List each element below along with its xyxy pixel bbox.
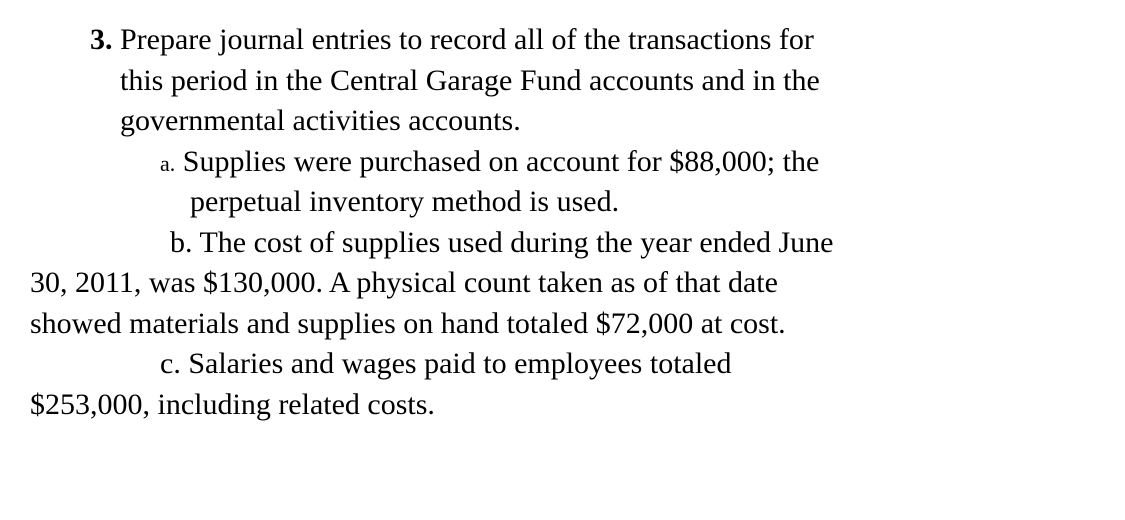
sub-item-c-line2: $253,000, including related costs.	[30, 385, 1095, 426]
sub-item-b-line2: 30, 2011, was $130,000. A physical count…	[30, 263, 1095, 304]
main-question-line3: governmental activities accounts.	[30, 101, 1095, 142]
item-b-text-line1: The cost of supplies used during the yea…	[199, 226, 833, 259]
question-number: 3.	[90, 23, 113, 56]
main-question-line1: 3. Prepare journal entries to record all…	[30, 20, 1095, 61]
item-b-marker: b.	[170, 226, 193, 259]
question-block: 3. Prepare journal entries to record all…	[30, 20, 1095, 425]
main-question-line2: this period in the Central Garage Fund a…	[30, 61, 1095, 102]
sub-item-c-line1: c. Salaries and wages paid to employees …	[30, 344, 1095, 385]
sub-item-b-line3: showed materials and supplies on hand to…	[30, 304, 1095, 345]
item-a-marker: a.	[160, 151, 175, 176]
sub-item-a-line1: a. Supplies were purchased on account fo…	[30, 142, 1095, 183]
question-text-line1: Prepare journal entries to record all of…	[120, 23, 814, 56]
sub-item-b-line1: b. The cost of supplies used during the …	[30, 223, 1095, 264]
item-c-marker: c.	[160, 347, 181, 380]
item-a-text-line1: Supplies were purchased on account for $…	[183, 145, 820, 178]
sub-item-a-line2: perpetual inventory method is used.	[30, 182, 1095, 223]
item-c-text-line1: Salaries and wages paid to employees tot…	[188, 347, 731, 380]
